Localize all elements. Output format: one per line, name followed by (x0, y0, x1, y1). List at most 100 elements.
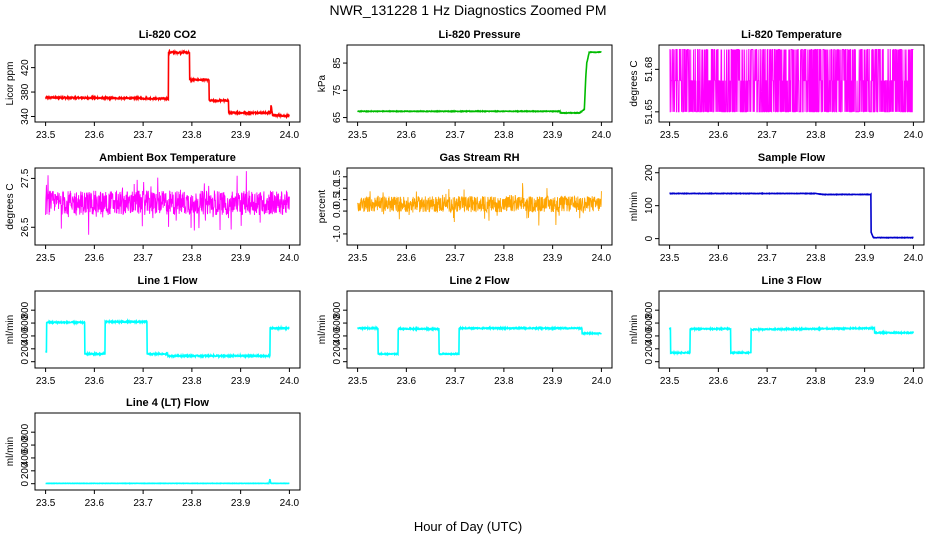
panel-title: Ambient Box Temperature (99, 152, 236, 164)
plot-frame (658, 167, 925, 246)
x-tick-label: 23.8 (494, 376, 514, 387)
y-tick-label: 400 (20, 449, 31, 466)
x-tick-label: 23.5 (36, 130, 56, 141)
panel-title: Li-820 CO2 (139, 29, 196, 41)
panel-2: Li-820 Temperature 23.5 23.6 23.7 23.8 23.9 24… (629, 29, 925, 141)
y-axis-label: ml/min (629, 192, 640, 221)
x-tick-label: 23.8 (806, 130, 826, 141)
plot-frame (346, 167, 613, 246)
panel-title: Gas Stream RH (439, 152, 519, 164)
series-line (669, 191, 914, 239)
x-tick-label: 23.7 (133, 130, 153, 141)
y-tick-label: 380 (20, 83, 31, 100)
x-tick-label: 23.7 (757, 130, 777, 141)
x-tick-label: 23.6 (397, 376, 417, 387)
x-tick-label: 23.7 (133, 376, 153, 387)
x-tick-label: 23.8 (182, 498, 202, 509)
x-tick-label: 23.8 (182, 376, 202, 387)
panel-8: Line 3 Flow 23.5 23.6 23.7 23.8 23.9 24.0 02004… (629, 275, 925, 387)
x-tick-label: 24.0 (280, 130, 300, 141)
x-tick-label: 23.6 (85, 253, 105, 264)
y-tick-label: 420 (20, 59, 31, 76)
y-tick-label: 85 (332, 57, 343, 69)
y-tick-label: 800 (644, 301, 655, 318)
x-tick-label: 23.5 (36, 253, 56, 264)
y-tick-label: 51.65 (644, 99, 655, 124)
x-tick-label: 23.8 (806, 376, 826, 387)
plot-frame (34, 290, 301, 369)
plot-frame (34, 44, 301, 123)
y-tick-label: 400 (20, 327, 31, 344)
plot-frame (658, 290, 925, 369)
y-tick-label: 51.68 (644, 56, 655, 81)
y-axis-label: degrees C (629, 60, 640, 106)
x-tick-label: 24.0 (592, 130, 612, 141)
plot-frame (34, 412, 301, 491)
panel-title: Line 1 Flow (138, 275, 198, 287)
y-tick-label: 0.0 (332, 204, 343, 218)
y-tick-label: 340 (20, 108, 31, 125)
x-tick-label: 23.9 (231, 498, 251, 509)
plot-frame (346, 290, 613, 369)
series-line (357, 183, 602, 226)
x-tick-label: 23.7 (757, 253, 777, 264)
panel-title: Sample Flow (758, 152, 826, 164)
y-tick-label: 800 (20, 423, 31, 440)
x-tick-label: 23.5 (36, 376, 56, 387)
x-tick-label: 23.9 (855, 130, 875, 141)
panel-9: Line 4 (LT) Flow 23.5 23.6 23.7 23.8 23.9 24.0… (5, 397, 301, 509)
x-tick-label: 23.8 (494, 253, 514, 264)
x-tick-label: 23.5 (348, 130, 368, 141)
x-tick-label: 24.0 (592, 253, 612, 264)
y-tick-label: 400 (644, 327, 655, 344)
y-tick-label: 75 (332, 84, 343, 96)
y-tick-label: 0 (332, 358, 343, 364)
x-tick-label: 23.6 (397, 130, 417, 141)
x-tick-label: 23.6 (85, 498, 105, 509)
x-tick-label: 23.6 (85, 376, 105, 387)
panel-title: Line 4 (LT) Flow (126, 397, 209, 409)
x-tick-label: 23.5 (348, 253, 368, 264)
x-tick-label: 23.5 (660, 130, 680, 141)
y-tick-label: 200 (332, 340, 343, 357)
series-line (668, 325, 915, 356)
x-tick-label: 23.7 (757, 376, 777, 387)
x-tick-label: 23.8 (494, 130, 514, 141)
x-tick-label: 23.5 (36, 498, 56, 509)
figure-title: NWR_131228 1 Hz Diagnostics Zoomed PM (329, 2, 606, 18)
series-line (45, 171, 290, 235)
x-tick-label: 24.0 (280, 498, 300, 509)
y-tick-label: 800 (20, 301, 31, 318)
x-tick-label: 23.7 (445, 376, 465, 387)
y-tick-label: 0 (644, 235, 655, 241)
panel-3: Ambient Box Temperature 23.5 23.6 23.7 23.8 2… (5, 152, 301, 264)
x-tick-label: 23.9 (231, 253, 251, 264)
y-tick-label: 0 (644, 358, 655, 364)
x-tick-label: 24.0 (592, 376, 612, 387)
y-tick-label: 600 (644, 314, 655, 331)
panel-title: Li-820 Pressure (439, 29, 521, 41)
series-line (44, 48, 290, 120)
x-tick-label: 24.0 (904, 130, 924, 141)
panel-7: Line 2 Flow 23.5 23.6 23.7 23.8 23.9 24.0 02004… (317, 275, 613, 387)
y-tick-label: 0.5 (332, 192, 343, 206)
x-tick-label: 23.9 (543, 130, 563, 141)
x-tick-label: 23.9 (231, 376, 251, 387)
y-axis-label: ml/min (317, 315, 328, 344)
panel-0: Li-820 CO2 23.5 23.6 23.7 23.8 23.9 24.0 340 380… (5, 29, 301, 141)
x-tick-label: 23.5 (660, 253, 680, 264)
x-tick-label: 23.9 (543, 253, 563, 264)
x-tick-label: 24.0 (280, 253, 300, 264)
x-tick-label: 23.6 (709, 376, 729, 387)
y-tick-label: 400 (332, 327, 343, 344)
panel-title: Line 3 Flow (762, 275, 822, 287)
x-tick-label: 23.6 (709, 130, 729, 141)
panel-title: Line 2 Flow (450, 275, 510, 287)
x-tick-label: 23.6 (709, 253, 729, 264)
y-axis-label: ml/min (629, 315, 640, 344)
y-tick-label: 0 (20, 480, 31, 486)
series-line (45, 478, 290, 485)
plot-frame (34, 167, 301, 246)
y-axis-label: Licor ppm (5, 62, 16, 106)
